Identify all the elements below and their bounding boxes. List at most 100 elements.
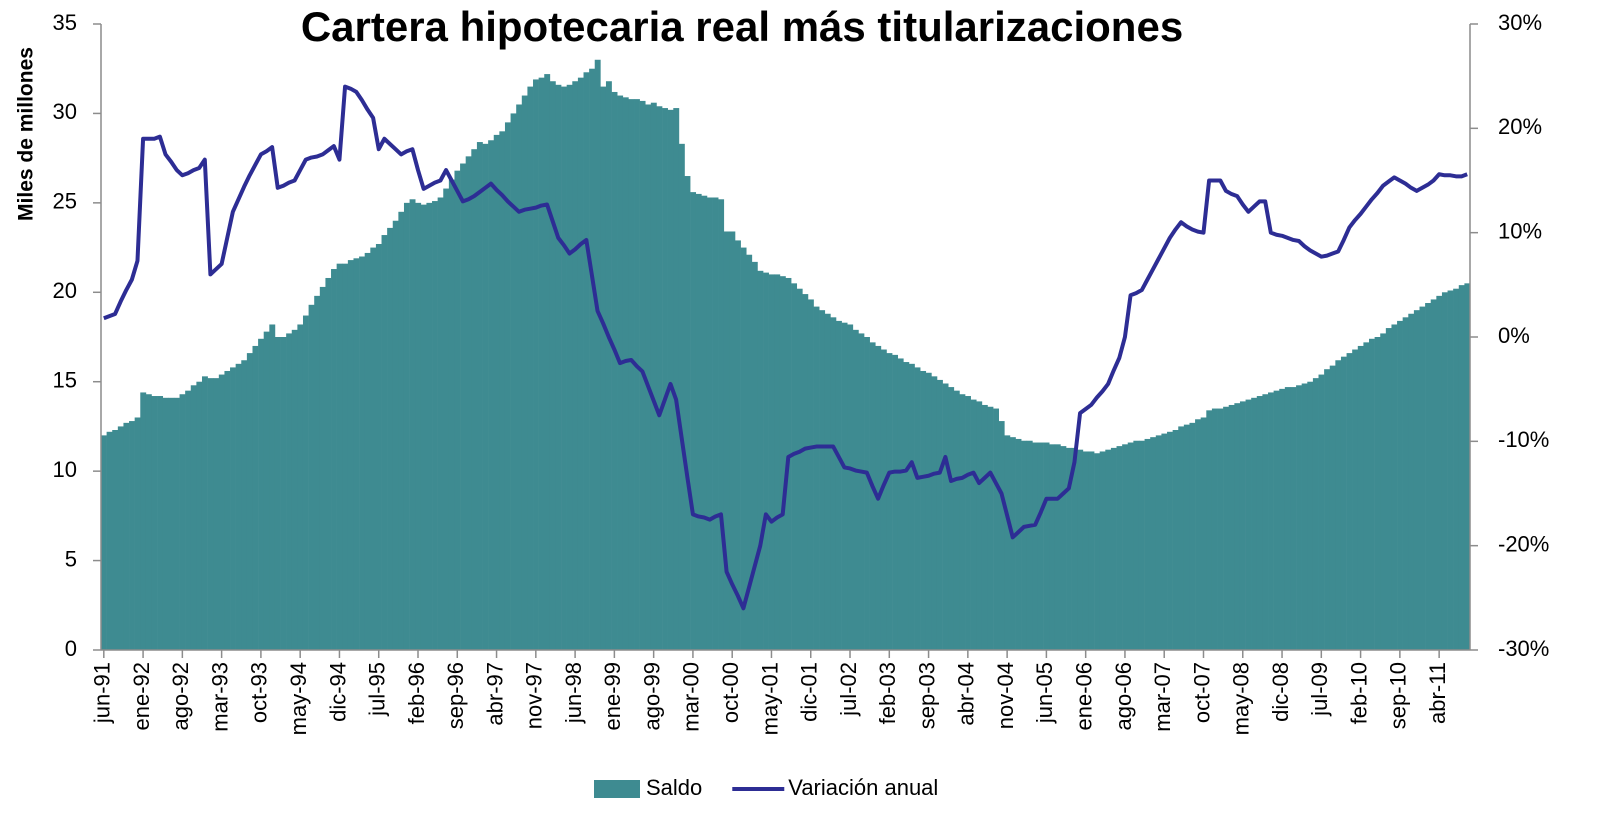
bar <box>920 370 927 650</box>
x-tick-label: ago-99 <box>639 662 664 731</box>
bar <box>549 81 556 651</box>
bar <box>471 149 478 650</box>
bar <box>403 202 410 650</box>
x-tick-label: abr-11 <box>1425 662 1450 724</box>
y-tick-label: 35 <box>53 10 77 35</box>
bar <box>858 333 865 650</box>
bar <box>970 399 977 650</box>
bar <box>370 247 377 651</box>
bar <box>1301 383 1308 650</box>
bar <box>493 134 500 651</box>
x-tick-label: sep-03 <box>914 662 939 729</box>
bar <box>230 367 236 650</box>
bar <box>1425 303 1432 650</box>
bar <box>1049 444 1056 650</box>
bar <box>392 220 399 650</box>
bar <box>510 113 517 650</box>
bar <box>1144 438 1151 650</box>
bar <box>381 235 388 650</box>
bar <box>1464 283 1471 650</box>
bar <box>1239 401 1246 650</box>
bar <box>1273 390 1280 650</box>
bar <box>201 376 208 650</box>
chart-title: Cartera hipotecaria real más titularizac… <box>301 3 1183 50</box>
bar <box>1150 437 1157 650</box>
bar <box>224 370 231 650</box>
bar <box>1307 381 1314 650</box>
x-tick-label: sep-10 <box>1386 662 1411 729</box>
bar <box>768 274 775 650</box>
bar <box>527 86 534 651</box>
bar <box>953 390 960 650</box>
bar <box>1032 442 1039 650</box>
legend-swatch <box>594 780 640 798</box>
bar <box>1088 451 1095 650</box>
bar <box>908 363 915 650</box>
x-tick-label: oct-00 <box>718 662 743 723</box>
bar <box>415 202 422 650</box>
bar <box>1060 446 1067 650</box>
x-tick-label: jun-05 <box>1032 662 1057 724</box>
y-tick-label: 25 <box>53 189 77 214</box>
bar <box>718 199 725 650</box>
bar <box>600 86 607 651</box>
bar <box>605 81 612 651</box>
bar <box>432 201 438 650</box>
bar <box>359 256 366 650</box>
bar <box>847 324 854 650</box>
bar <box>1127 442 1134 650</box>
bar <box>342 263 349 650</box>
bar <box>1430 299 1437 650</box>
bar <box>1234 403 1241 650</box>
x-tick-label: ene-06 <box>1071 662 1096 731</box>
bar <box>106 431 113 650</box>
bar <box>634 99 640 651</box>
x-tick-label: dic-08 <box>1268 662 1293 722</box>
bar <box>1380 333 1387 650</box>
bar <box>948 387 955 650</box>
bar <box>1447 290 1454 650</box>
bar <box>667 109 674 650</box>
bar <box>684 176 691 650</box>
bar <box>347 260 354 650</box>
bar <box>1374 337 1381 650</box>
bar <box>1312 378 1319 650</box>
bar <box>274 337 281 650</box>
bar <box>1189 422 1196 650</box>
bar <box>157 396 164 650</box>
bar <box>1318 374 1325 650</box>
bar <box>617 95 624 651</box>
bar <box>572 81 579 651</box>
x-tick-label: abr-04 <box>954 662 979 726</box>
y-tick-label: 15 <box>53 368 77 393</box>
bar <box>1340 356 1347 650</box>
bar <box>448 179 455 650</box>
bar <box>628 99 635 651</box>
bar <box>1228 404 1235 650</box>
x-tick-label: jul-02 <box>836 662 861 717</box>
bar <box>263 331 270 650</box>
bar <box>1195 419 1201 650</box>
bar <box>1172 430 1179 650</box>
bar <box>196 381 203 650</box>
bar <box>398 211 405 651</box>
bar <box>729 231 736 650</box>
y-axis-title: Miles de millones <box>15 47 38 221</box>
bar <box>1026 440 1033 650</box>
bar <box>420 204 427 650</box>
x-tick-label: ene-99 <box>600 662 625 731</box>
x-tick-label: oct-07 <box>1189 662 1214 723</box>
bar <box>583 72 590 650</box>
bar <box>1290 387 1297 650</box>
x-tick-label: abr-97 <box>482 662 507 726</box>
bar <box>830 317 837 650</box>
bar <box>151 396 158 650</box>
bar <box>1110 447 1117 650</box>
bar <box>712 197 719 650</box>
bar <box>566 84 573 651</box>
bar <box>162 397 169 650</box>
bar <box>959 394 966 650</box>
bar <box>1329 365 1336 650</box>
bar <box>117 426 124 650</box>
bar <box>774 274 781 650</box>
